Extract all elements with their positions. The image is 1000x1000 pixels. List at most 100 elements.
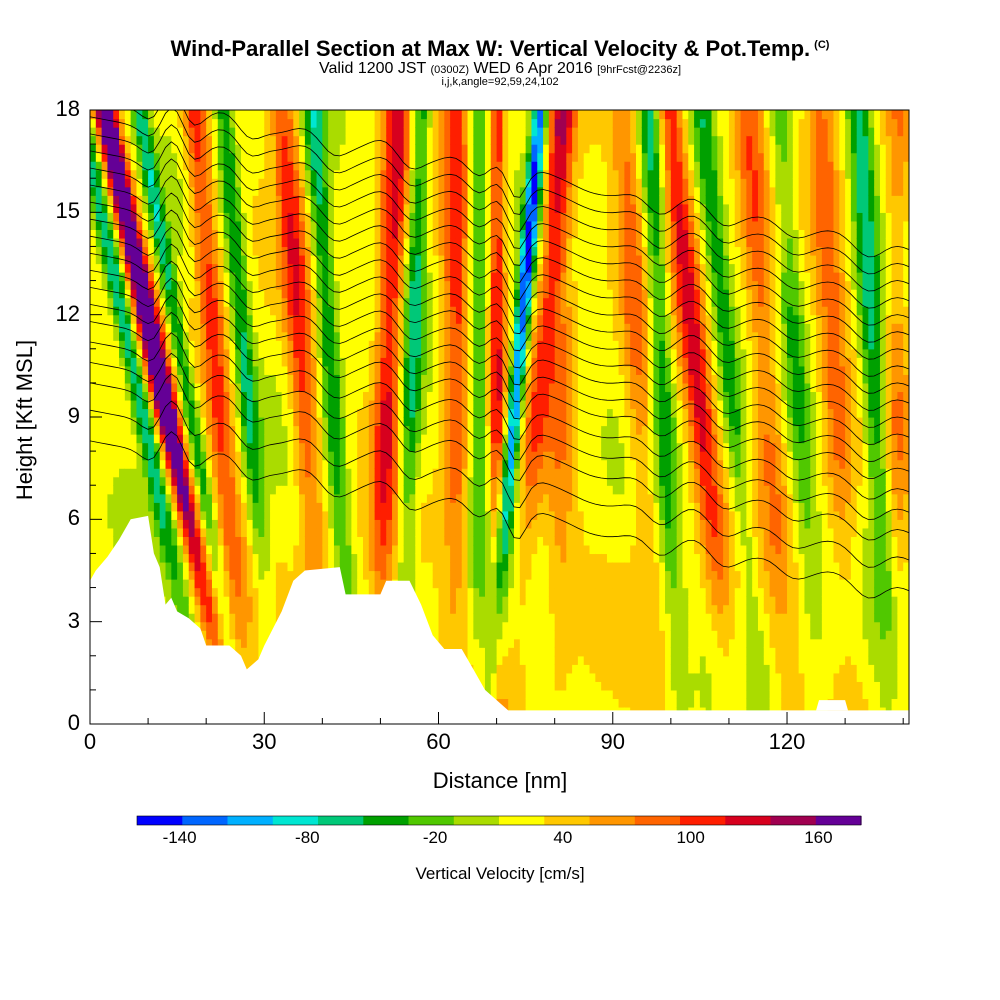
velocity-cell (90, 485, 97, 495)
velocity-cell (479, 152, 486, 162)
velocity-cell (90, 331, 97, 341)
velocity-cell (281, 382, 289, 393)
velocity-cell (473, 613, 480, 623)
velocity-cell (345, 536, 352, 546)
velocity-cell (119, 451, 126, 461)
velocity-cell (293, 306, 300, 316)
velocity-cell (188, 212, 196, 222)
velocity-cell (153, 212, 161, 222)
velocity-cell (345, 459, 352, 469)
velocity-cell (374, 391, 382, 401)
velocity-cell (363, 459, 370, 469)
velocity-cell (421, 553, 428, 563)
velocity-cell (217, 596, 225, 606)
velocity-cell (333, 561, 341, 572)
velocity-cell (119, 408, 126, 418)
velocity-cell (426, 314, 434, 324)
velocity-cell (421, 203, 428, 213)
velocity-cell (484, 127, 492, 137)
velocity-cell (136, 382, 143, 393)
velocity-cell (415, 263, 422, 273)
velocity-cell (467, 357, 474, 367)
velocity-cell (363, 263, 370, 273)
velocity-cell (159, 561, 167, 572)
velocity-cell (136, 135, 143, 145)
velocity-cell (252, 408, 260, 418)
velocity-cell (426, 331, 434, 341)
velocity-cell (333, 527, 341, 537)
velocity-cell (241, 536, 248, 546)
velocity-cell (392, 246, 399, 256)
velocity-cell (455, 357, 463, 367)
velocity-cell (339, 331, 347, 341)
velocity-cell (479, 655, 486, 665)
velocity-cell (333, 297, 341, 307)
velocity-cell (392, 161, 399, 171)
velocity-cell (223, 561, 231, 572)
velocity-cell (316, 340, 323, 350)
velocity-cell (95, 502, 103, 512)
velocity-cell (304, 331, 312, 341)
velocity-cell (182, 553, 190, 563)
velocity-cell (484, 621, 492, 631)
velocity-cell (363, 348, 370, 358)
velocity-cell (473, 297, 480, 307)
velocity-cell (90, 212, 97, 222)
velocity-cell (322, 536, 329, 546)
velocity-cell (444, 391, 451, 401)
velocity-cell (316, 485, 323, 495)
velocity-cell (142, 272, 149, 282)
velocity-cell (299, 203, 306, 213)
velocity-cell (479, 280, 486, 290)
velocity-cell (136, 476, 143, 486)
velocity-cell (473, 638, 480, 648)
velocity-cell (357, 246, 364, 256)
velocity-cell (165, 544, 172, 555)
velocity-cell (333, 391, 341, 401)
velocity-cell (124, 297, 132, 307)
velocity-cell (246, 118, 254, 128)
velocity-cell (142, 135, 149, 145)
velocity-cell (153, 246, 161, 256)
velocity-cell (148, 280, 155, 290)
velocity-cell (148, 254, 155, 265)
velocity-cell (461, 127, 469, 137)
velocity-cell (484, 331, 492, 341)
velocity-cell (409, 169, 416, 179)
velocity-cell (363, 544, 370, 555)
velocity-cell (310, 212, 318, 222)
velocity-cell (200, 254, 207, 265)
velocity-cell (392, 399, 399, 410)
velocity-cell (374, 203, 382, 213)
velocity-cell (95, 118, 103, 128)
velocity-cell (368, 468, 376, 478)
velocity-cell (461, 553, 469, 563)
velocity-cell (299, 561, 306, 572)
velocity-cell (438, 152, 445, 162)
velocity-cell (287, 314, 294, 324)
velocity-cell (177, 527, 184, 537)
velocity-cell (421, 254, 428, 265)
velocity-cell (241, 178, 248, 188)
velocity-cell (316, 203, 323, 213)
velocity-cell (345, 229, 352, 239)
velocity-cell (421, 340, 428, 350)
velocity-cell (258, 434, 265, 444)
velocity-cell (101, 161, 109, 171)
velocity-cell (223, 237, 231, 248)
velocity-cell (316, 195, 323, 205)
velocity-cell (270, 314, 277, 324)
velocity-cell (264, 110, 271, 120)
velocity-cell (304, 263, 312, 273)
velocity-cell (235, 434, 242, 444)
velocity-cell (345, 161, 352, 171)
velocity-cell (397, 229, 405, 239)
velocity-cell (206, 323, 213, 333)
velocity-cell (153, 365, 161, 375)
velocity-cell (304, 561, 312, 572)
velocity-cell (432, 485, 440, 495)
velocity-cell (200, 212, 207, 222)
velocity-cell (432, 399, 440, 410)
velocity-cell (194, 604, 201, 614)
velocity-cell (182, 382, 190, 393)
